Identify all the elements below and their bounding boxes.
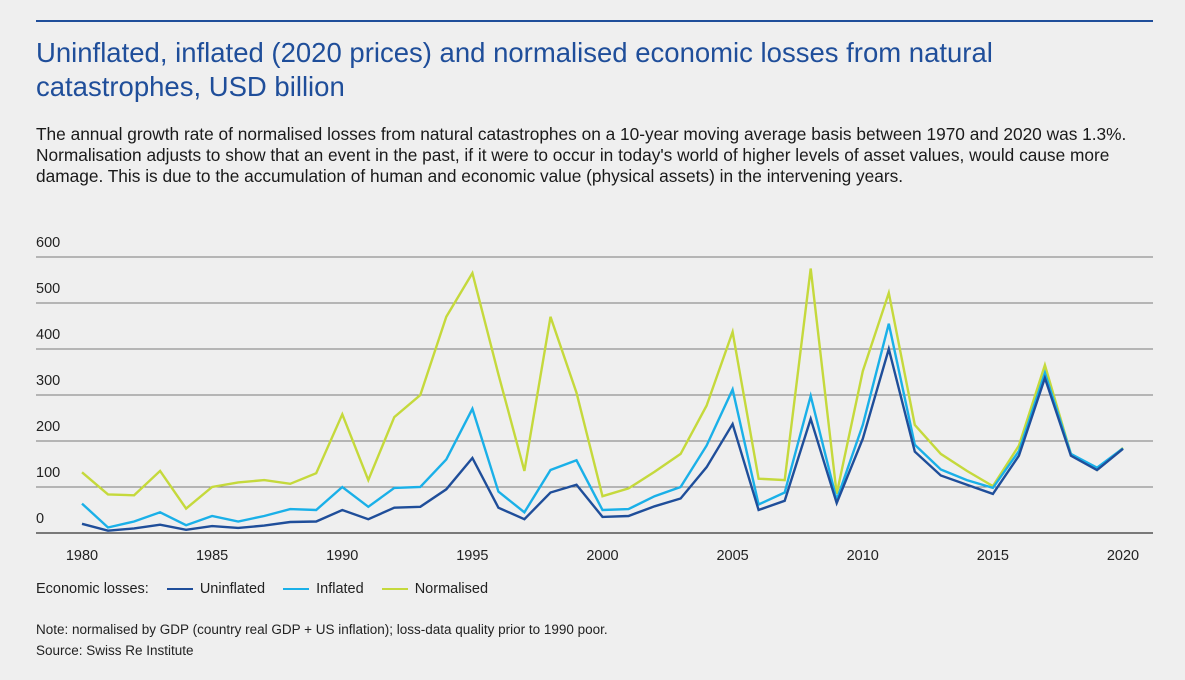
grid-layer bbox=[36, 256, 1153, 534]
y-tick-label: 0 bbox=[36, 511, 44, 527]
chart-source: Source: Swiss Re Institute bbox=[36, 643, 194, 658]
x-tick-label: 2020 bbox=[1107, 548, 1139, 564]
y-tick-labels: 0 100 200 300 400 500 600 bbox=[36, 235, 60, 527]
series-line-uninflated bbox=[81, 344, 1124, 532]
x-tick-label: 2015 bbox=[977, 548, 1009, 564]
x-tick-label: 2010 bbox=[847, 548, 879, 564]
series-layer bbox=[81, 268, 1124, 532]
y-tick-label: 300 bbox=[36, 373, 60, 389]
series-line-inflated bbox=[81, 323, 1124, 529]
legend-swatch-inflated bbox=[283, 588, 310, 590]
legend-item-inflated: Inflated bbox=[283, 581, 364, 597]
y-tick-label: 100 bbox=[36, 465, 60, 481]
legend-label-uninflated: Uninflated bbox=[199, 581, 266, 597]
y-tick-label: 400 bbox=[36, 327, 60, 343]
y-tick-label: 500 bbox=[36, 281, 60, 297]
x-tick-label: 1980 bbox=[66, 548, 98, 564]
x-tick-label: 2000 bbox=[586, 548, 618, 564]
x-tick-label: 1995 bbox=[456, 548, 488, 564]
chart-note: Note: normalised by GDP (country real GD… bbox=[36, 622, 608, 637]
legend-label-normalised: Normalised bbox=[414, 581, 489, 597]
legend-prefix: Economic losses: bbox=[36, 581, 149, 597]
x-tick-labels: 1980 1985 1990 1995 2000 2005 2010 2015 2020 bbox=[66, 548, 1139, 564]
x-tick-label: 1990 bbox=[326, 548, 358, 564]
legend-label-inflated: Inflated bbox=[316, 581, 364, 597]
y-tick-label: 600 bbox=[36, 235, 60, 251]
series-line-normalised bbox=[81, 268, 1124, 511]
legend-swatch-normalised bbox=[381, 588, 408, 590]
top-rule bbox=[36, 20, 1153, 22]
x-tick-label: 1985 bbox=[196, 548, 228, 564]
legend: Economic losses: Uninflated Inflated Nor… bbox=[36, 581, 488, 597]
legend-item-uninflated: Uninflated bbox=[166, 581, 266, 597]
chart-subtitle: The annual growth rate of normalised los… bbox=[36, 124, 1127, 186]
chart-title: Uninflated, inflated (2020 prices) and n… bbox=[36, 37, 993, 102]
legend-item-normalised: Normalised bbox=[381, 581, 489, 597]
legend-swatch-uninflated bbox=[166, 588, 193, 590]
y-tick-label: 200 bbox=[36, 419, 60, 435]
x-tick-label: 2005 bbox=[716, 548, 748, 564]
